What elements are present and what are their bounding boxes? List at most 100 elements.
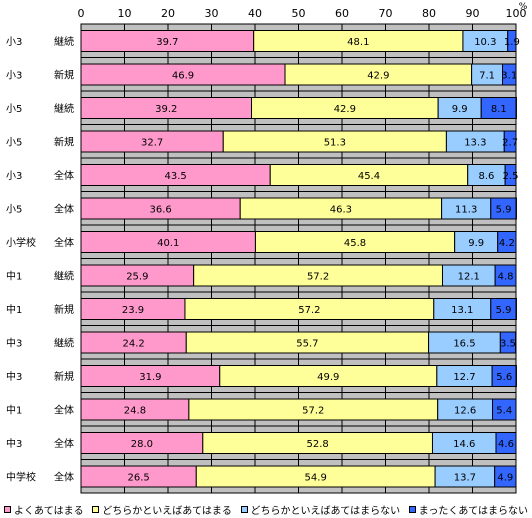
data-label: 55.7 [296,339,318,350]
category-label-type: 新規 [54,303,74,316]
data-label: 26.5 [128,473,150,484]
x-tick-label: 100 [506,7,527,20]
legend-item-somewhat-not-applicable: どちらかといえばあてはまらない [240,502,401,517]
legend-label: どちらかといえばあてはまらない [250,505,401,517]
x-tick-label: 50 [292,7,306,20]
data-label: 13.3 [464,138,486,149]
category-label-type: 全体 [54,471,74,484]
data-label: 28.0 [131,439,153,450]
data-label: 36.6 [149,205,171,216]
data-label: 32.7 [141,138,163,149]
category-label-type: 継続 [54,337,74,350]
x-tick-label: 80 [422,7,436,20]
plot-frame [80,23,517,494]
data-label: 57.2 [298,305,320,316]
legend-swatch [240,505,248,513]
category-label-type: 全体 [54,236,74,249]
category-label-group: 中学校 [6,471,36,484]
data-label: 54.9 [305,473,327,484]
category-label-group: 中3 [6,337,22,350]
data-label: 7.1 [479,71,495,82]
category-label-group: 中1 [6,303,22,316]
data-label: 2.7 [502,138,518,149]
data-label: 43.5 [164,171,186,182]
data-label: 5.9 [496,305,512,316]
category-label-group: 中1 [6,270,22,283]
category-label-type: 継続 [54,102,74,115]
x-tick-label: 20 [161,7,175,20]
legend-swatch [408,505,416,513]
legend-item-somewhat-applicable: どちらかといえばあてはまる [92,502,232,517]
category-label-group: 小5 [6,204,22,216]
legend-item-very-applicable: よくあてはまる [4,502,84,517]
category-label-type: 新規 [54,136,74,149]
data-label: 46.3 [330,205,352,216]
data-label: 14.6 [453,439,475,450]
category-label-type: 新規 [54,370,74,383]
data-label: 23.9 [122,305,144,316]
data-label: 4.6 [498,439,514,450]
data-label: 2.5 [503,171,519,182]
legend-item-not-applicable-at-all: まったくあてはまらない [408,502,528,517]
data-label: 39.7 [156,37,178,48]
data-label: 46.9 [172,71,194,82]
data-label: 24.2 [123,339,145,350]
data-label: 16.5 [453,339,475,350]
data-label: 45.8 [344,238,366,249]
data-label: 5.4 [496,406,512,417]
data-label: 13.1 [451,305,473,316]
data-label: 31.9 [139,372,161,383]
category-label-group: 中1 [6,404,22,417]
data-label: 40.1 [157,238,179,249]
data-label: 4.2 [499,238,515,249]
legend-swatch [92,505,100,513]
stacked-bar-chart: 0 10 20 30 40 50 60 70 80 90 100% 小3 継続 39.7 48.1 10.3 1… [6,2,528,494]
data-label: 57.2 [307,272,329,283]
data-label: 39.2 [155,104,177,115]
data-label: 24.8 [124,406,146,417]
data-label: 52.8 [307,439,329,450]
legend-swatch [4,505,11,513]
data-label: 25.9 [126,272,148,283]
category-label-type: 全体 [54,437,74,450]
x-tick-label: 0 [78,7,85,20]
x-tick-label: 60 [335,7,349,20]
data-label: 42.9 [334,104,356,115]
data-label: 4.9 [497,473,513,484]
data-label: 48.1 [347,37,369,48]
legend-label: どちらかといえばあてはまる [102,505,232,517]
category-label-type: 全体 [54,169,74,182]
data-label: 9.9 [452,104,468,115]
data-label: 1.9 [504,37,520,48]
data-label: 12.7 [453,372,475,383]
data-label: 57.2 [302,406,324,417]
category-label-group: 小5 [6,103,22,115]
category-label-group: 中3 [6,370,22,383]
chart-legend: よくあてはまる どちらかといえばあてはまる どちらかといえばあてはまらない まっ… [4,502,528,517]
data-label: 49.9 [317,372,339,383]
category-label-type: 継続 [54,270,74,283]
x-tick-label: 40 [248,7,262,20]
category-label-group: 小5 [6,137,22,149]
category-label-type: 新規 [54,69,74,82]
x-unit-label: % [519,2,528,12]
category-label-group: 中3 [6,437,22,450]
data-label: 3.1 [501,71,517,82]
data-label: 5.9 [496,205,512,216]
data-label: 4.8 [498,272,514,283]
data-label: 3.5 [500,339,516,350]
category-label-group: 小3 [6,170,22,182]
category-label-group: 小3 [6,36,22,48]
data-label: 13.7 [454,473,476,484]
x-tick-label: 10 [118,7,132,20]
data-label: 42.9 [367,71,389,82]
category-label-type: 継続 [54,35,74,48]
data-label: 12.6 [454,406,476,417]
category-label-group: 小3 [6,70,22,82]
category-label-group: 小学校 [6,236,36,249]
x-tick-label: 90 [466,7,480,20]
data-label: 5.6 [496,372,512,383]
data-label: 10.3 [474,37,496,48]
x-tick-label: 30 [205,7,219,20]
data-label: 8.6 [478,171,494,182]
